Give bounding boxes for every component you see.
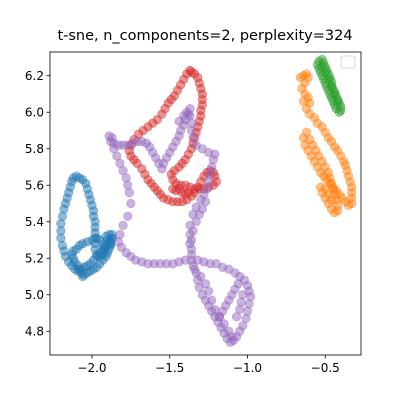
y-tick-label: 5.2 [25, 252, 44, 266]
data-point-series-4-125 [200, 197, 211, 207]
x-tick-label: −1.5 [155, 361, 184, 375]
y-tick-label: 5.0 [25, 288, 44, 302]
y-tick-label: 5.8 [25, 142, 44, 156]
data-point-series-3-81 [183, 187, 193, 198]
y-tick-label: 6.0 [25, 106, 44, 120]
data-point-series-4-34 [126, 198, 136, 209]
y-tick-label: 5.4 [25, 215, 44, 229]
data-point-series-4-35 [123, 211, 133, 221]
axes-layer: −2.0 −1.5 −1.0 −0.5 4.8 5.0 5.2 5.4 5.6 5.8 6.0 6.2 [25, 51, 362, 375]
data-point-series-4-112 [204, 286, 214, 296]
x-tick-label: −1.0 [233, 361, 262, 375]
data-point-series-4-118 [227, 332, 237, 342]
data-point-series-1-69 [326, 195, 337, 205]
legend [340, 55, 356, 69]
x-tick-label: −0.5 [311, 361, 340, 375]
data-point-series-2-35 [333, 96, 343, 106]
data-point-series-4-113 [207, 295, 217, 305]
y-tick-label: 4.8 [25, 325, 44, 339]
data-point-series-4-120 [186, 235, 197, 245]
data-point-series-4-33 [124, 187, 134, 198]
data-point-series-4-119 [186, 244, 197, 254]
legend-box [340, 55, 356, 69]
data-point-series-4-26 [107, 133, 117, 143]
data-point-series-0-83 [106, 239, 116, 249]
data-point-series-4-108 [174, 116, 184, 126]
data-point-series-4-121 [188, 226, 198, 236]
y-tick-label: 6.2 [25, 69, 44, 83]
x-tick-label: −2.0 [77, 361, 106, 375]
points-layer [56, 54, 357, 347]
data-point-series-4-36 [118, 220, 128, 230]
data-point-series-4-110 [196, 271, 206, 282]
axes-frame [49, 51, 362, 356]
data-point-series-4-116 [219, 319, 229, 329]
data-point-series-4-109 [190, 264, 200, 274]
data-point-series-4-132 [214, 312, 225, 322]
chart-title: t-sne, n_components=2, perplexity=324 [57, 28, 352, 44]
data-point-series-3-75 [186, 67, 197, 77]
y-tick-label: 5.6 [25, 179, 44, 193]
data-point-series-4-136 [232, 312, 242, 322]
